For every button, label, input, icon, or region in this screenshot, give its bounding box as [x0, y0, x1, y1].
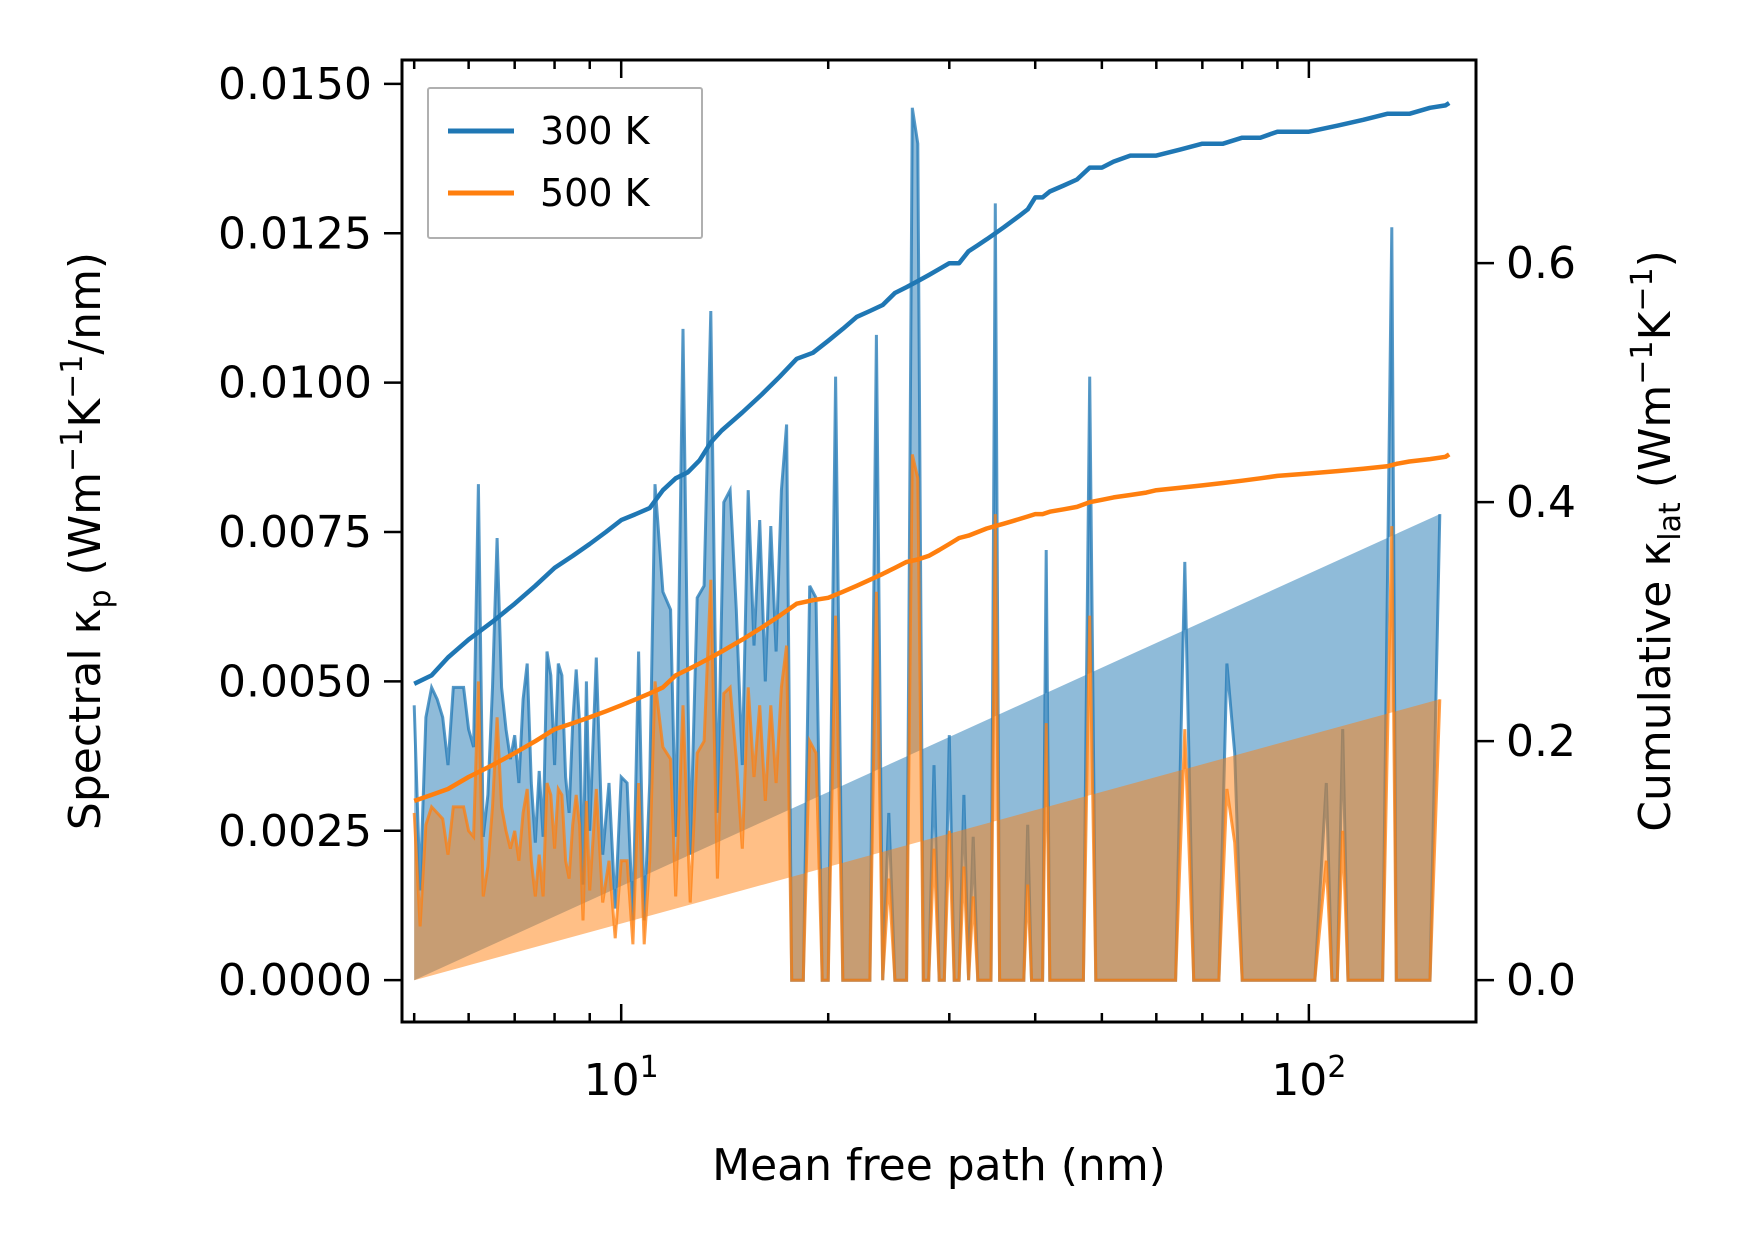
y-right-axis-label: Cumulative κlat (Wm−1K−1): [1625, 250, 1688, 832]
x-tick-base: 10: [1271, 1055, 1327, 1106]
y-right-axis-label-part: −1: [1625, 267, 1660, 311]
y-right-tick-label: 0.0: [1506, 955, 1576, 1006]
y-left-tick-label: 0.0150: [218, 59, 372, 110]
x-tick-exponent: 1: [640, 1050, 659, 1085]
y-right-tick-label: 0.6: [1506, 238, 1576, 289]
plot-frame: [400, 58, 1478, 1024]
spectral-fill-layer: [412, 107, 1442, 982]
x-tick-exponent: 2: [1327, 1050, 1346, 1085]
y-left-tick-label: 0.0075: [218, 507, 372, 558]
y-left-tick-label: 0.0125: [218, 208, 372, 259]
x-tick-label: 102: [1271, 1050, 1346, 1106]
y-left-axis-label-part: −1: [55, 428, 90, 472]
y-left-tick-label: 0.0100: [218, 358, 372, 409]
y-left-tick-label: 0.0000: [218, 955, 372, 1006]
y-right-axis-label-part: lat: [1653, 502, 1688, 541]
axes-layer: [384, 58, 1494, 1024]
y-right-axis-label-part: K: [1630, 310, 1681, 340]
label-layer: 101 1020.00000.00250.00500.00750.01000.01…: [55, 59, 1688, 1191]
y-left-axis-label-part: p: [83, 589, 118, 608]
legend-label-300-k: 300 K: [540, 109, 651, 153]
y-left-axis-label-part: Spectral κ: [60, 609, 111, 831]
y-left-axis-label-part: /nm): [60, 252, 111, 355]
y-right-axis-label-part: Cumulative κ: [1630, 541, 1681, 832]
cumulative-line-500-k: [413, 452, 1451, 804]
x-axis-label: Mean free path (nm): [712, 1140, 1166, 1191]
y-left-axis-label-part: K: [60, 398, 111, 428]
y-left-tick-label: 0.0050: [218, 656, 372, 707]
y-left-axis-label-part: (Wm: [60, 472, 111, 590]
legend-label-500-k: 500 K: [540, 171, 651, 215]
y-right-tick-label: 0.4: [1506, 477, 1576, 528]
y-right-axis-label-part: ): [1630, 250, 1681, 267]
legend: 300 K 500 K: [427, 87, 703, 239]
line-layer: [413, 101, 1451, 804]
y-left-axis-label: Spectral κp (Wm−1K−1/nm): [55, 252, 118, 830]
spectral-line-500-k: [412, 454, 1442, 982]
x-tick-base: 10: [584, 1055, 640, 1106]
cumulative-line-300-k: [413, 101, 1451, 686]
legend-box: [427, 87, 703, 239]
y-right-tick-label: 0.2: [1506, 716, 1576, 767]
y-right-axis-label-part: (Wm: [1630, 385, 1681, 503]
y-left-axis-label-part: −1: [55, 355, 90, 399]
x-tick-label: 101: [584, 1050, 659, 1106]
y-right-axis-label-part: −1: [1625, 340, 1660, 384]
spectral-area-500-k: [414, 454, 1440, 981]
y-left-tick-label: 0.0025: [218, 806, 372, 857]
